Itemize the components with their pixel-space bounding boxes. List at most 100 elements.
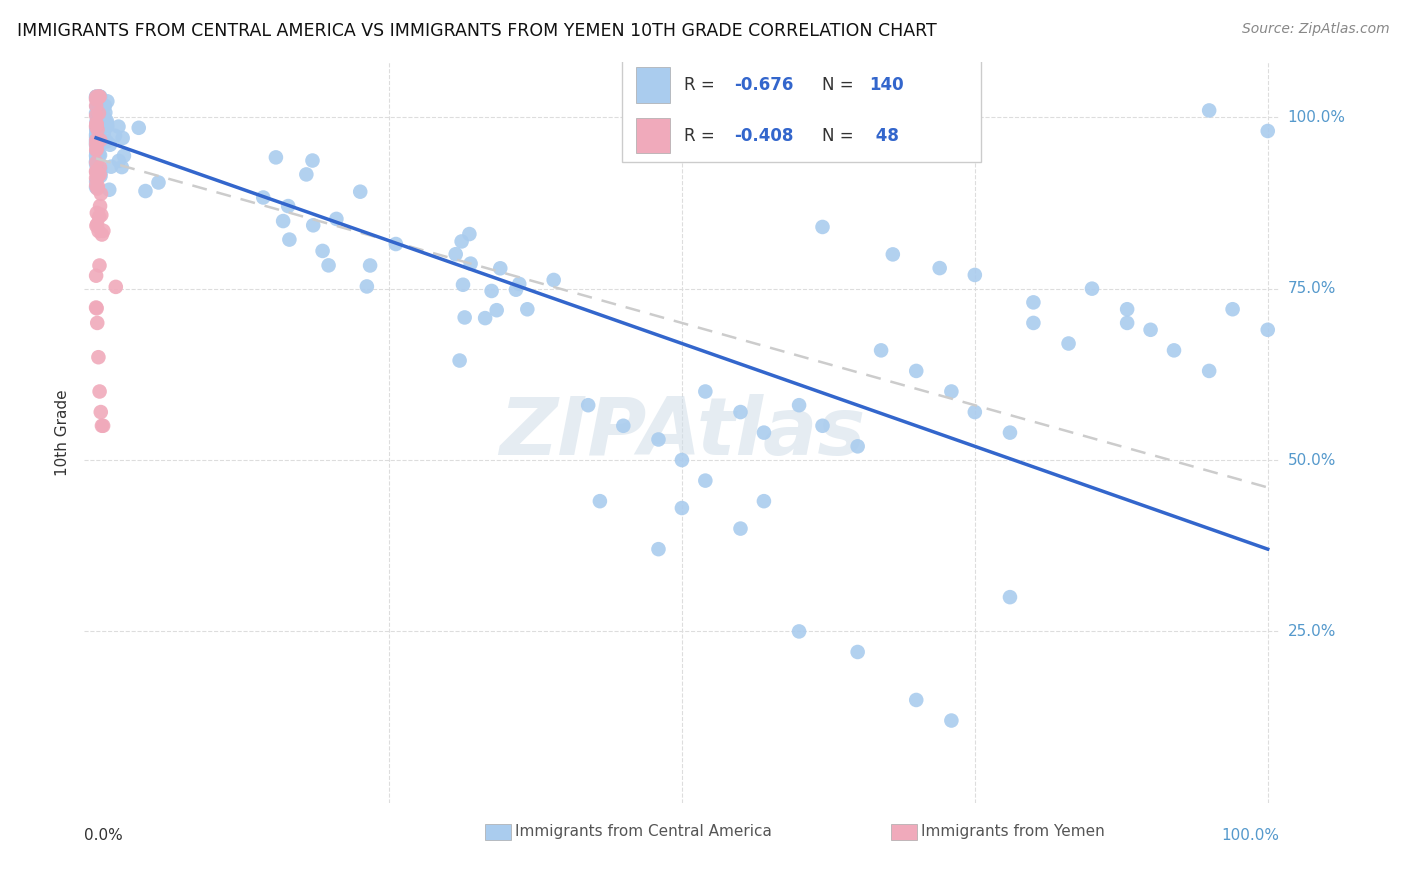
Point <box>89 162 111 177</box>
Point <box>96 113 118 128</box>
Point <box>86 150 108 164</box>
Point <box>86 99 108 113</box>
Point <box>89 210 111 224</box>
Text: IMMIGRANTS FROM CENTRAL AMERICA VS IMMIGRANTS FROM YEMEN 10TH GRADE CORRELATION : IMMIGRANTS FROM CENTRAL AMERICA VS IMMIG… <box>17 22 936 40</box>
Text: 100.0%: 100.0% <box>1222 828 1279 843</box>
Point <box>86 125 108 139</box>
Point <box>86 108 108 122</box>
Point <box>100 160 122 174</box>
Point <box>811 418 834 433</box>
Point <box>90 405 112 419</box>
Point <box>846 645 869 659</box>
Point <box>998 590 1021 604</box>
Point <box>963 405 986 419</box>
Point <box>84 145 107 160</box>
Point <box>111 131 134 145</box>
Text: Immigrants from Yemen: Immigrants from Yemen <box>921 824 1105 839</box>
Point <box>86 89 108 103</box>
Point <box>86 122 108 136</box>
Point <box>86 206 108 220</box>
Point <box>349 185 371 199</box>
Point <box>508 277 530 291</box>
Point <box>128 120 150 135</box>
Point <box>86 128 108 143</box>
Text: N =: N = <box>821 76 859 94</box>
Point <box>576 398 599 412</box>
Point <box>84 130 107 145</box>
Text: 140: 140 <box>869 76 904 94</box>
Point <box>104 128 127 143</box>
Point <box>84 121 107 136</box>
Point <box>84 180 107 194</box>
Point <box>1081 282 1104 296</box>
Point <box>148 176 170 190</box>
Point <box>671 453 693 467</box>
Point <box>84 91 107 105</box>
Bar <box>637 67 671 103</box>
Point <box>489 261 512 276</box>
Point <box>1116 316 1139 330</box>
Point <box>89 89 111 103</box>
Point <box>302 219 325 233</box>
Point <box>94 105 117 120</box>
Point <box>84 136 107 150</box>
Point <box>311 244 333 258</box>
Point <box>905 364 928 378</box>
Point <box>84 143 107 157</box>
Point <box>84 120 107 134</box>
Point <box>485 303 508 318</box>
Point <box>86 161 108 175</box>
Point <box>1139 323 1161 337</box>
Point <box>86 89 108 103</box>
Point <box>84 132 107 146</box>
Point <box>301 153 323 168</box>
Text: 0.0%: 0.0% <box>84 828 124 843</box>
Point <box>98 137 121 152</box>
Point <box>963 268 986 282</box>
Point <box>86 147 108 161</box>
Point <box>86 109 108 123</box>
Point <box>86 142 108 156</box>
Text: 48: 48 <box>869 127 898 145</box>
Point <box>928 261 950 276</box>
Point <box>134 184 156 198</box>
Point <box>108 153 131 168</box>
Point <box>91 108 114 122</box>
Point <box>90 186 112 201</box>
Point <box>111 160 134 174</box>
Point <box>444 247 467 261</box>
Point <box>84 109 107 123</box>
Point <box>86 219 108 233</box>
Point <box>86 153 108 168</box>
Point <box>1057 336 1080 351</box>
Point <box>90 418 114 433</box>
Point <box>318 258 340 272</box>
Text: 25.0%: 25.0% <box>1288 624 1336 639</box>
Text: -0.676: -0.676 <box>734 76 794 94</box>
Text: ZIPAtlas: ZIPAtlas <box>499 393 865 472</box>
Point <box>94 99 117 113</box>
Point <box>86 181 108 195</box>
Point <box>87 90 110 104</box>
Point <box>1116 302 1139 317</box>
Point <box>86 115 108 129</box>
Point <box>752 425 775 440</box>
Bar <box>623 55 981 162</box>
Point <box>84 154 107 169</box>
Point <box>86 117 108 131</box>
Point <box>277 199 299 213</box>
Text: 100.0%: 100.0% <box>1288 110 1346 125</box>
Point <box>86 134 108 148</box>
Point <box>90 227 112 242</box>
Point <box>84 175 107 189</box>
Point <box>98 183 121 197</box>
Point <box>86 155 108 169</box>
Point <box>787 398 810 412</box>
Point <box>449 353 471 368</box>
Point <box>505 283 527 297</box>
Point <box>87 131 110 145</box>
Point <box>86 152 108 166</box>
Point <box>96 120 118 134</box>
Point <box>451 277 474 292</box>
Point <box>543 273 565 287</box>
